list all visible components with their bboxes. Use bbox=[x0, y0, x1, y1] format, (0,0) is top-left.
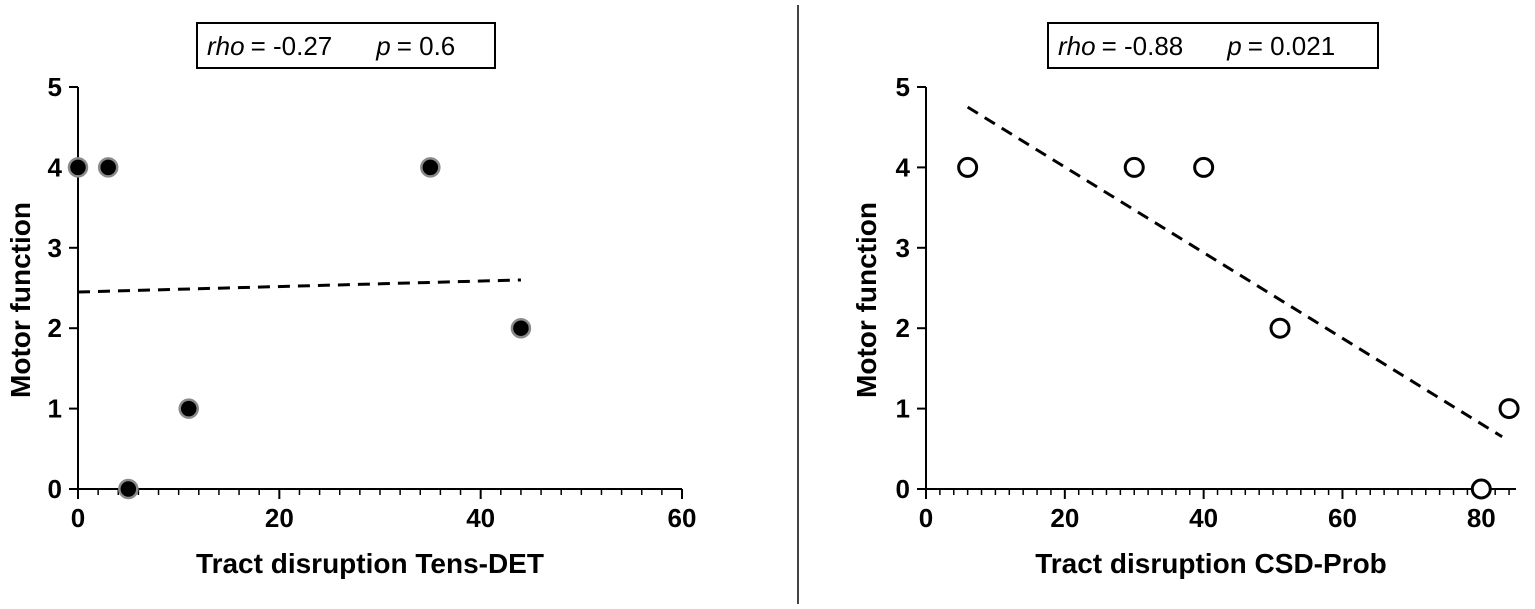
data-point bbox=[178, 398, 199, 419]
p-label: p bbox=[1226, 31, 1241, 61]
y-tick-label: 2 bbox=[48, 313, 62, 343]
stats-text: rho = -0.88 p = 0.021 bbox=[1058, 31, 1335, 61]
trend-line bbox=[966, 105, 1503, 439]
y-tick-label: 3 bbox=[48, 233, 62, 263]
y-tick-label: 2 bbox=[896, 313, 910, 343]
x-axis-label: Tract disruption CSD-Prob bbox=[1035, 548, 1387, 579]
rho-value: = -0.27 bbox=[251, 31, 333, 61]
data-point bbox=[510, 317, 532, 339]
p-label: p bbox=[375, 31, 390, 61]
data-point bbox=[420, 157, 441, 178]
y-tick-label: 0 bbox=[48, 474, 62, 504]
stats-box bbox=[196, 22, 496, 69]
data-point bbox=[67, 157, 89, 178]
x-tick-label: 0 bbox=[919, 503, 933, 533]
data-point bbox=[957, 156, 979, 178]
stats-box bbox=[1047, 22, 1379, 69]
x-tick-label: 20 bbox=[1050, 503, 1079, 533]
y-tick-label: 3 bbox=[896, 233, 910, 263]
y-tick-label: 5 bbox=[896, 72, 910, 102]
data-point bbox=[1470, 478, 1492, 500]
x-axis-label: Tract disruption Tens-DET bbox=[196, 548, 544, 579]
data-point bbox=[1269, 317, 1291, 339]
p-value: = 0.6 bbox=[397, 31, 456, 61]
trend-line bbox=[77, 278, 521, 294]
y-axis-label: Motor function bbox=[851, 202, 882, 398]
x-tick-label: 20 bbox=[265, 503, 294, 533]
rho-label: rho bbox=[207, 31, 245, 61]
y-tick-label: 1 bbox=[896, 394, 910, 424]
x-tick-label: 0 bbox=[71, 503, 85, 533]
data-point bbox=[1123, 156, 1145, 178]
rho-label: rho bbox=[1058, 31, 1096, 61]
x-tick-label: 40 bbox=[1189, 503, 1218, 533]
rho-value: = -0.88 bbox=[1102, 31, 1184, 61]
data-point bbox=[1498, 398, 1520, 420]
x-tick-label: 60 bbox=[668, 503, 697, 533]
right-scatter-panel: 0 1 2 3 4 5 0 20 40 60 80 Tract disruption CSD-Prob… bbox=[851, 22, 1520, 579]
y-tick-label: 4 bbox=[48, 152, 63, 182]
y-tick-label: 1 bbox=[48, 394, 62, 424]
left-scatter-panel: 0 1 2 3 4 5 0 20 40 60 Tract disruption Tens-DET Mo… bbox=[5, 22, 697, 579]
y-axis-label: Motor function bbox=[5, 202, 36, 398]
p-value: = 0.021 bbox=[1248, 31, 1335, 61]
x-tick-label: 60 bbox=[1328, 503, 1357, 533]
y-tick-label: 5 bbox=[48, 72, 62, 102]
stats-text: rho = -0.27 p = 0.6 bbox=[207, 31, 455, 61]
y-tick-label: 0 bbox=[896, 474, 910, 504]
data-point bbox=[118, 478, 139, 500]
data-point bbox=[1193, 156, 1215, 178]
y-tick-label: 4 bbox=[896, 152, 911, 182]
x-tick-label: 40 bbox=[466, 503, 495, 533]
data-point bbox=[97, 157, 119, 178]
x-tick-label: 80 bbox=[1467, 503, 1496, 533]
